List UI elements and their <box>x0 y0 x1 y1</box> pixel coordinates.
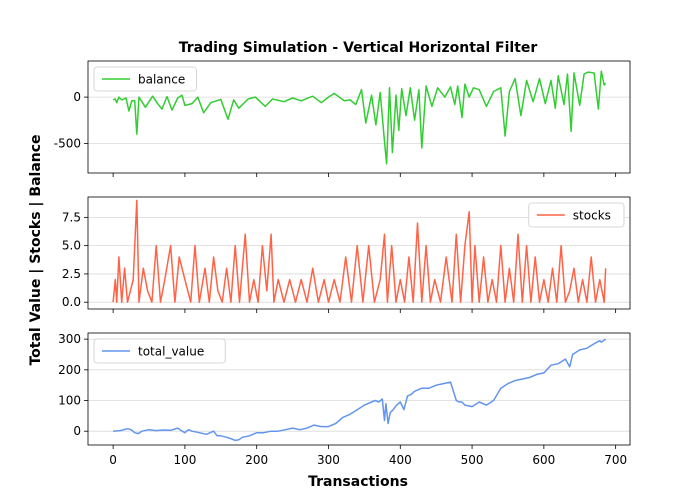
x-axis-label: Transactions <box>308 474 408 490</box>
total-value-legend: total_value <box>93 338 226 364</box>
x-tick-label: 0 <box>109 453 117 467</box>
stocks-legend: stocks <box>528 202 625 228</box>
x-tick-label: 400 <box>389 453 412 467</box>
total-value-y-tick-label: 100 <box>58 394 81 408</box>
x-tick-label: 700 <box>604 453 627 467</box>
total-value-y-tick-label: 300 <box>58 332 81 346</box>
balance-series-line <box>112 70 607 165</box>
total-value-y-tick-label: 0 <box>73 424 81 438</box>
stocks-y-tick-label: 2.5 <box>62 267 81 281</box>
total-value-panel: 0 100 200 300 0 100 200 300 400 500 600 700 total_va… <box>58 332 631 467</box>
stocks-panel: 0.0 2.5 5.0 7.5 stocks <box>62 196 631 313</box>
total-value-series-line <box>113 338 607 442</box>
balance-y-tick-label: 0 <box>73 90 81 104</box>
total-value-legend-box <box>93 338 226 364</box>
balance-legend-label: balance <box>138 73 185 87</box>
balance-legend: balance <box>93 66 197 92</box>
x-tick-label: 500 <box>461 453 484 467</box>
x-tick-label: 600 <box>532 453 555 467</box>
stocks-y-tick-label: 5.0 <box>62 239 81 253</box>
stocks-y-tick-label: 7.5 <box>62 210 81 224</box>
y-axis-label: Total Value | Stocks | Balance <box>28 134 44 365</box>
stocks-series-line <box>112 199 607 303</box>
total-value-legend-label: total_value <box>138 345 204 359</box>
x-tick-label: 200 <box>245 453 268 467</box>
total-value-axes-frame <box>87 332 631 446</box>
stocks-y-tick-label: 0.0 <box>62 295 81 309</box>
balance-axes-frame <box>87 60 631 174</box>
total-value-y-tick-label: 200 <box>58 363 81 377</box>
stocks-legend-label: stocks <box>573 209 611 223</box>
x-tick-label: 300 <box>317 453 340 467</box>
chart-title: Trading Simulation - Vertical Horizontal… <box>179 40 538 56</box>
balance-y-tick-label: -500 <box>54 136 81 150</box>
stocks-legend-box <box>528 202 625 228</box>
panels-group: -500 0 balance 0.0 2.5 5.0 7.5 stocks 0 100 200 300… <box>54 60 631 467</box>
balance-panel: -500 0 balance <box>54 60 631 177</box>
stocks-axes-frame <box>87 196 631 310</box>
balance-legend-box <box>93 66 197 92</box>
x-tick-label: 100 <box>173 453 196 467</box>
